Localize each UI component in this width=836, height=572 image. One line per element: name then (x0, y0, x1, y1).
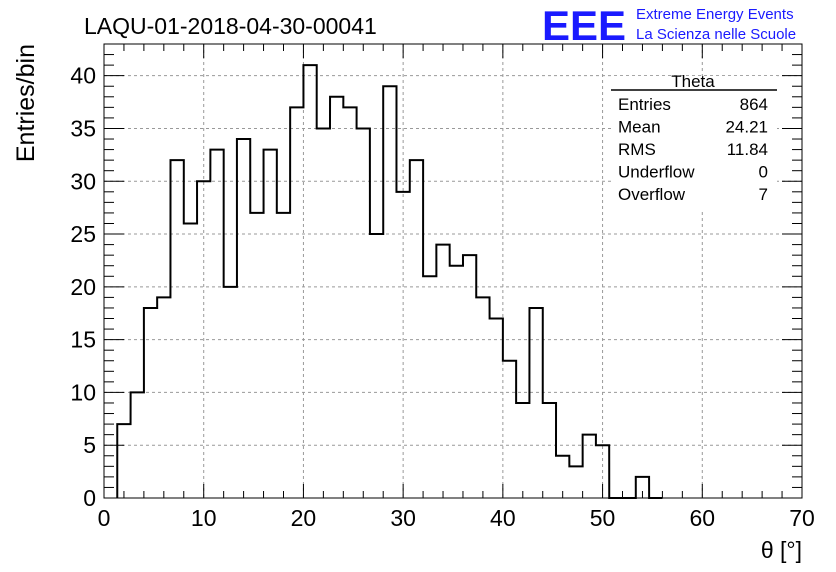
stats-row-label: Overflow (618, 185, 686, 204)
x-tick-label: 10 (191, 505, 217, 531)
y-tick-label: 0 (83, 485, 96, 511)
histogram-outline (116, 64, 663, 499)
plot-frame (103, 43, 803, 499)
x-tick-labels: 0 10 20 30 40 50 60 70 (98, 505, 815, 531)
x-tick-label: 50 (590, 505, 616, 531)
y-tick-label: 20 (70, 274, 96, 300)
x-tick-label: 20 (291, 505, 317, 531)
stats-box: Theta Entries 864 Mean 24.21 RMS 11.84 Underfl… (611, 72, 777, 210)
axis-ticks (103, 43, 803, 499)
stats-row-value: 7 (759, 185, 768, 204)
eee-logo: EEE Extreme Energy Events La Scienza nel… (542, 2, 796, 49)
stats-row-label: Entries (618, 95, 671, 114)
y-tick-label: 5 (83, 432, 96, 458)
chart-title: LAQU-01-2018-04-30-00041 (84, 13, 377, 39)
stats-row-value: 24.21 (725, 118, 768, 137)
y-tick-label: 30 (70, 168, 96, 194)
stats-box-bg (611, 76, 777, 210)
stats-row-value: 11.84 (727, 140, 768, 159)
eee-logo-line1: Extreme Energy Events (636, 6, 794, 23)
y-tick-label: 15 (70, 327, 96, 353)
x-axis-label: θ [°] (761, 537, 802, 563)
grid-lines (104, 44, 802, 498)
stats-row-value: 864 (740, 95, 768, 114)
stats-row-value: 0 (759, 163, 768, 182)
y-tick-label: 10 (70, 379, 96, 405)
x-tick-label: 60 (689, 505, 715, 531)
x-tick-label: 40 (490, 505, 516, 531)
stats-row-label: RMS (618, 140, 656, 159)
eee-logo-mark: EEE (542, 2, 626, 49)
stats-box-title: Theta (671, 72, 715, 91)
y-tick-label: 40 (70, 63, 96, 89)
stats-row-label: Underflow (618, 163, 695, 182)
stats-row-label: Mean (618, 118, 661, 137)
y-axis-label: Entries/bin (12, 44, 40, 162)
x-tick-label: 70 (789, 505, 815, 531)
y-tick-label: 25 (70, 221, 96, 247)
eee-logo-line2: La Scienza nelle Scuole (636, 26, 796, 43)
y-tick-labels: 0 5 10 15 20 25 30 35 40 (70, 63, 96, 511)
y-tick-label: 35 (70, 115, 96, 141)
x-tick-label: 0 (98, 505, 111, 531)
x-tick-label: 30 (390, 505, 416, 531)
